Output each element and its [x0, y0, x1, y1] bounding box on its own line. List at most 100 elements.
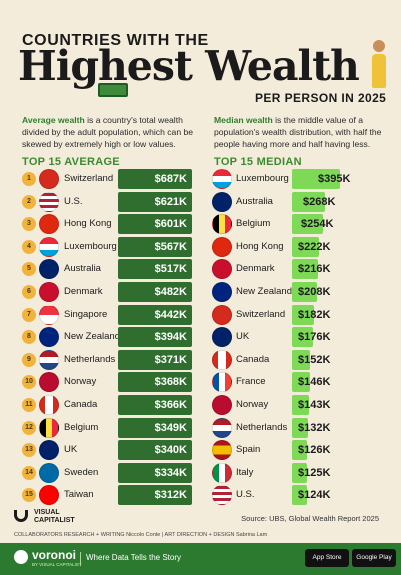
average-bar: $371K: [118, 349, 192, 370]
average-bar: $334K: [118, 462, 192, 483]
category-label: UK: [64, 444, 78, 456]
taiwan-flag-icon: [39, 485, 59, 506]
belgium-flag-icon: [39, 417, 59, 438]
rank-badge: 12: [22, 420, 36, 435]
rank-badge: 3: [22, 217, 36, 232]
median-bar: [292, 327, 313, 348]
category-label: Spain: [236, 444, 261, 456]
category-label: New Zealand: [64, 331, 120, 343]
italy-flag-icon: [212, 462, 232, 483]
value-label: $125K: [298, 466, 331, 479]
average-text: is a country's total wealth divided by t…: [22, 115, 194, 149]
median-row: UK $176K: [212, 327, 382, 350]
value-label: $216K: [298, 263, 331, 276]
google-play-button[interactable]: Google Play: [352, 549, 396, 567]
average-row: 6 Denmark $482K: [22, 282, 214, 305]
average-bar: $312K: [118, 485, 192, 506]
median-row: Netherlands $132K: [212, 417, 382, 441]
category-label: Netherlands: [64, 353, 116, 365]
average-bar: $687K: [118, 169, 192, 189]
rank-badge: 4: [22, 239, 36, 254]
average-row: 1 Switzerland $687K: [22, 169, 214, 192]
value-label: $182K: [298, 308, 331, 321]
new-zealand-flag-icon: [39, 327, 59, 348]
luxembourg-flag-icon: [212, 169, 232, 189]
app-store-button[interactable]: App Store: [305, 549, 349, 567]
value-label: $152K: [298, 353, 331, 366]
value-label: $143K: [298, 399, 331, 411]
average-bar: $621K: [118, 191, 192, 212]
footer-divider: [80, 552, 81, 566]
category-label: Australia: [64, 263, 101, 275]
spain-flag-icon: [212, 440, 232, 461]
value-label: $601K: [154, 218, 187, 231]
category-label: U.S.: [236, 489, 255, 501]
value-label: $222K: [298, 240, 331, 253]
median-bar: [292, 282, 317, 302]
category-label: Netherlands: [236, 421, 288, 433]
category-label: Belgium: [64, 421, 99, 433]
median-row: Denmark $216K: [212, 259, 382, 282]
denmark-flag-icon: [39, 282, 59, 302]
value-label: $394K: [154, 331, 187, 344]
value-label: $687K: [154, 173, 187, 185]
average-bar: $517K: [118, 259, 192, 280]
average-row: 10 Norway $368K: [22, 372, 214, 395]
rank-badge: 14: [22, 465, 36, 480]
us-flag-icon: [212, 485, 232, 506]
rank-badge: 2: [22, 194, 36, 209]
category-label: Canada: [64, 399, 98, 410]
category-label: Italy: [236, 466, 254, 478]
median-term: Median wealth: [214, 115, 273, 125]
title-line1: COUNTRIES WITH THE: [22, 32, 209, 49]
median-bar: [292, 236, 319, 257]
rank-badge: 6: [22, 285, 36, 299]
vc-logo-icon: [14, 510, 28, 522]
value-label: $349K: [154, 421, 187, 434]
median-bar: [292, 417, 308, 438]
value-label: $132K: [298, 421, 331, 434]
average-term: Average wealth: [22, 115, 85, 125]
value-label: $621K: [154, 195, 187, 208]
average-description: Average wealth is a country's total weal…: [22, 114, 198, 150]
average-chart-title: TOP 15 AVERAGE: [22, 156, 120, 168]
norway-flag-icon: [212, 395, 232, 415]
source-text: Source: UBS, Global Wealth Report 2025: [241, 514, 379, 523]
uk-flag-icon: [39, 440, 59, 461]
new-zealand-flag-icon: [212, 282, 232, 302]
value-label: $126K: [298, 444, 331, 457]
credits: COLLABORATORS RESEARCH + WRITING Niccolo…: [14, 532, 268, 538]
average-bar: $482K: [118, 282, 192, 302]
average-row: 12 Belgium $349K: [22, 417, 214, 441]
belgium-flag-icon: [212, 214, 232, 235]
average-bar: $567K: [118, 236, 192, 257]
category-label: Hong Kong: [64, 218, 112, 230]
average-row: 7 Singapore $442K: [22, 304, 214, 328]
median-row: Spain $126K: [212, 440, 382, 463]
average-bar: $349K: [118, 417, 192, 438]
voronoi-logo-icon: [14, 550, 28, 564]
median-row: Italy $125K: [212, 462, 382, 486]
category-label: New Zealand: [236, 286, 292, 297]
average-bar: $601K: [118, 214, 192, 235]
value-label: $567K: [154, 240, 187, 253]
category-label: Canada: [236, 353, 270, 365]
median-row: Switzerland $182K: [212, 304, 382, 328]
median-bar: [292, 462, 307, 483]
average-row: 8 New Zealand $394K: [22, 327, 214, 350]
footer-bar: voronoi BY VISUAL CAPITALIST Where Data …: [0, 543, 401, 575]
rank-badge: 11: [22, 398, 36, 412]
median-bar: [292, 259, 318, 280]
netherlands-flag-icon: [39, 349, 59, 370]
hong-kong-flag-icon: [39, 214, 59, 235]
canada-flag-icon: [39, 395, 59, 415]
value-label: $176K: [298, 331, 331, 344]
uk-flag-icon: [212, 327, 232, 348]
average-row: 4 Luxembourg $567K: [22, 236, 214, 260]
switzerland-flag-icon: [212, 304, 232, 325]
category-label: Denmark: [236, 263, 275, 275]
average-row: 2 U.S. $621K: [22, 191, 214, 215]
median-row: Luxembourg $395K: [212, 169, 382, 192]
voronoi-logo-text: voronoi: [32, 548, 76, 562]
median-bar: [292, 169, 340, 189]
